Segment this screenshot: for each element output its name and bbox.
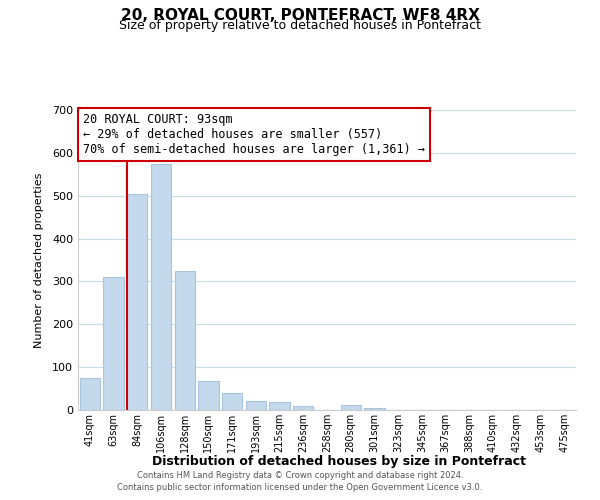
Bar	[246, 402, 266, 410]
Bar	[151, 164, 171, 410]
Bar	[364, 408, 385, 410]
Text: Distribution of detached houses by size in Pontefract: Distribution of detached houses by size …	[152, 455, 526, 468]
Bar	[103, 277, 124, 410]
Y-axis label: Number of detached properties: Number of detached properties	[34, 172, 44, 348]
Bar	[341, 405, 361, 410]
Bar	[175, 270, 195, 410]
Text: Size of property relative to detached houses in Pontefract: Size of property relative to detached ho…	[119, 19, 481, 32]
Bar	[269, 402, 290, 410]
Text: 20, ROYAL COURT, PONTEFRACT, WF8 4RX: 20, ROYAL COURT, PONTEFRACT, WF8 4RX	[121, 8, 479, 22]
Bar	[222, 393, 242, 410]
Bar	[80, 378, 100, 410]
Text: Contains public sector information licensed under the Open Government Licence v3: Contains public sector information licen…	[118, 484, 482, 492]
Bar	[199, 381, 218, 410]
Text: Contains HM Land Registry data © Crown copyright and database right 2024.: Contains HM Land Registry data © Crown c…	[137, 471, 463, 480]
Bar	[293, 406, 313, 410]
Text: 20 ROYAL COURT: 93sqm
← 29% of detached houses are smaller (557)
70% of semi-det: 20 ROYAL COURT: 93sqm ← 29% of detached …	[83, 113, 425, 156]
Bar	[127, 194, 148, 410]
